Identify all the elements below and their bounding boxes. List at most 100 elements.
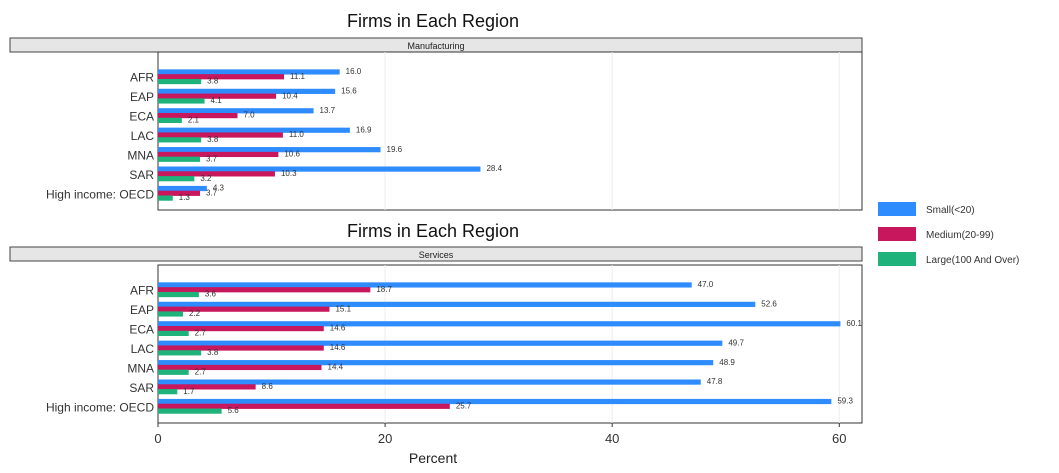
data-label: 60.1 [846, 319, 862, 328]
legend-swatch [878, 202, 916, 216]
bar-large [158, 350, 202, 356]
bar-large [158, 137, 202, 143]
data-label: 47.0 [698, 280, 714, 289]
bar-medium [158, 364, 322, 371]
bar-small [158, 379, 701, 385]
category-label: LAC [131, 342, 155, 356]
x-axis-label: Percent [409, 450, 457, 466]
legend-swatch [878, 227, 916, 241]
data-label: 3.7 [206, 188, 218, 197]
bar-medium [158, 113, 238, 119]
bar-small [158, 108, 314, 114]
category-label: High income: OECD [46, 400, 154, 414]
chart-title: Firms in Each Region [347, 11, 519, 31]
bar-small [158, 321, 841, 327]
bar-large [158, 98, 205, 104]
bar-medium [158, 403, 450, 409]
x-tick-label: 0 [154, 431, 161, 446]
data-label: 5.6 [228, 406, 240, 415]
data-label: 10.6 [284, 150, 300, 159]
data-label: 19.6 [387, 145, 403, 154]
data-label: 14.6 [330, 343, 346, 352]
x-tick-label: 20 [378, 431, 392, 446]
category-label: MNA [127, 148, 154, 162]
category-label: ECA [129, 110, 154, 124]
bar-small [158, 166, 481, 172]
bar-medium [158, 306, 330, 312]
bar-large [158, 330, 189, 336]
data-label: 47.8 [707, 377, 723, 386]
bar-medium [158, 132, 283, 138]
bar-small [158, 360, 714, 366]
data-label: 4.3 [213, 184, 225, 193]
bar-small [158, 282, 692, 288]
bar-medium [158, 384, 256, 390]
category-label: EAP [130, 90, 154, 104]
data-label: 48.9 [719, 358, 735, 367]
bar-large [158, 156, 201, 162]
data-label: 15.6 [341, 86, 357, 95]
data-label: 16.9 [356, 125, 372, 134]
bar-small [158, 127, 350, 133]
data-label: 11.1 [290, 72, 306, 81]
bar-small [158, 88, 336, 94]
data-label: 28.4 [486, 164, 502, 173]
category-label: ECA [129, 323, 154, 337]
data-label: 3.2 [200, 174, 212, 183]
data-label: 14.4 [328, 363, 344, 372]
data-label: 18.7 [376, 285, 392, 294]
data-label: 7.0 [243, 111, 255, 120]
bar-large [158, 78, 202, 85]
category-label: EAP [130, 303, 154, 317]
bar-large [158, 195, 173, 201]
bar-large [158, 408, 222, 414]
data-label: 2.7 [195, 329, 207, 338]
data-label: 11.0 [289, 130, 305, 139]
category-label: SAR [129, 168, 154, 182]
bar-medium [158, 171, 275, 177]
data-label: 59.3 [837, 397, 853, 406]
bar-medium [158, 345, 324, 351]
bar-large [158, 311, 183, 317]
bar-medium [158, 74, 285, 80]
data-label: 1.3 [179, 193, 191, 202]
bar-medium [158, 190, 201, 196]
data-label: 2.2 [189, 309, 201, 318]
bar-large [158, 176, 195, 182]
bar-small [158, 301, 756, 307]
facet-strip [9, 246, 863, 262]
bar-large [158, 369, 189, 375]
data-label: 3.8 [207, 77, 219, 86]
data-label: 2.7 [195, 367, 207, 376]
data-label: 15.1 [335, 304, 351, 313]
bar-small [158, 185, 207, 192]
data-label: 10.3 [281, 169, 297, 178]
chart-panel-services: Firms in Each Region Services AFR 47.0 18.7 3… [9, 221, 863, 466]
data-label: 3.6 [205, 290, 217, 299]
bar-medium [158, 287, 371, 293]
bar-small [158, 69, 340, 75]
legend: Small(<20) Medium(20-99) Large(100 And Ove… [878, 202, 1019, 266]
bar-large [158, 389, 178, 395]
category-label: LAC [131, 129, 155, 143]
data-label: 49.7 [728, 338, 744, 347]
data-label: 3.8 [207, 348, 219, 357]
category-label: MNA [127, 361, 154, 375]
bar-small [158, 398, 832, 405]
legend-label: Small(<20) [926, 205, 975, 216]
category-label: High income: OECD [46, 187, 154, 201]
facet-strip-label: Services [419, 250, 454, 260]
x-tick-label: 60 [832, 431, 846, 446]
bar-large [158, 117, 182, 123]
legend-label: Medium(20-99) [926, 230, 994, 241]
data-label: 4.1 [211, 96, 223, 105]
data-label: 1.7 [183, 387, 195, 396]
data-label: 14.6 [330, 324, 346, 333]
data-label: 3.8 [207, 135, 219, 144]
data-label: 16.0 [346, 67, 362, 76]
legend-label: Large(100 And Over) [926, 255, 1019, 266]
data-label: 8.6 [262, 382, 274, 391]
bar-small [158, 340, 723, 346]
